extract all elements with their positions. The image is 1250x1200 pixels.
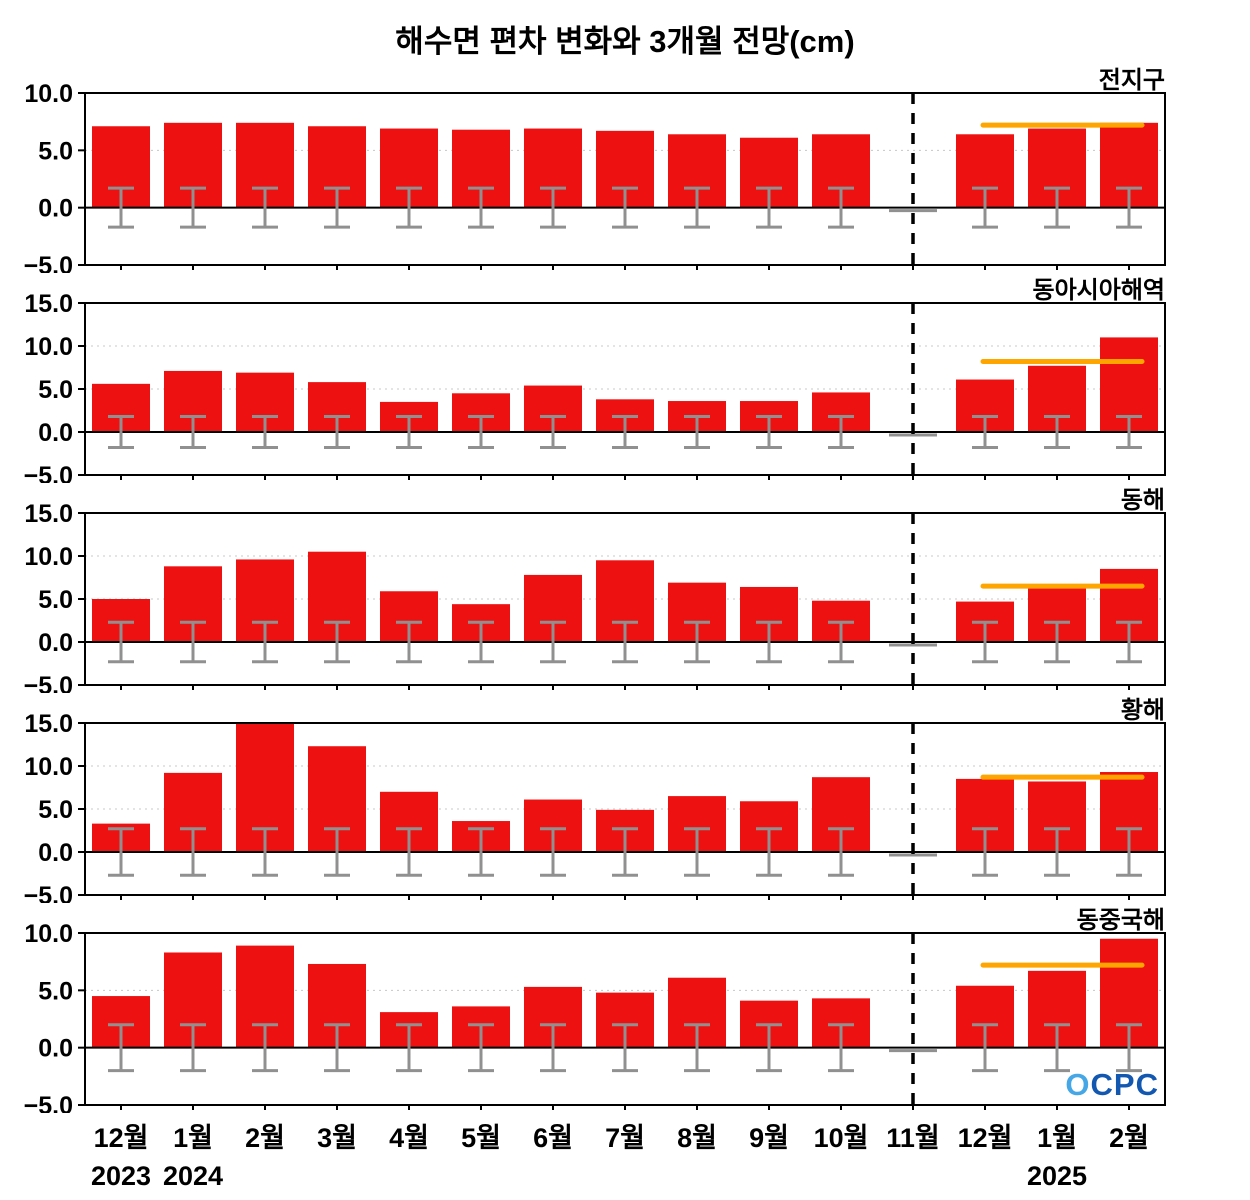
- month-label: 11월: [886, 1123, 939, 1153]
- y-tick-label: 15.0: [24, 710, 73, 738]
- panel-2: 동해 15.0 10.0 5.0 0.0 −5.0: [24, 487, 1166, 693]
- year-label: 2024: [163, 1161, 223, 1191]
- y-tick-label: −5.0: [24, 672, 73, 693]
- year-label: 2025: [1027, 1161, 1087, 1191]
- y-tick-label: −5.0: [24, 882, 73, 903]
- panel-label: 동중국해: [1077, 907, 1165, 934]
- y-tick-label: −5.0: [24, 252, 73, 273]
- y-tick-label: 0.0: [38, 195, 73, 223]
- month-label: 8월: [677, 1123, 717, 1153]
- y-tick-label: 5.0: [38, 376, 73, 404]
- ocpc-logo: OCPC: [1065, 1067, 1159, 1102]
- y-tick-label: 0.0: [38, 1035, 73, 1063]
- month-label: 4월: [389, 1123, 429, 1153]
- panel-label: 전지구: [1099, 67, 1165, 94]
- panel-3: 황해 15.0 10.0 5.0 0.0 −5.0: [24, 697, 1166, 903]
- y-tick-label: −5.0: [24, 462, 73, 483]
- month-label: 1월: [173, 1123, 213, 1153]
- month-label: 12월: [958, 1123, 1013, 1153]
- y-tick-label: 10.0: [24, 543, 73, 571]
- month-label: 2월: [245, 1123, 285, 1153]
- y-tick-label: 0.0: [38, 419, 73, 447]
- y-tick-label: 10.0: [24, 333, 73, 361]
- x-axis: 12월 1월 2월 3월 4월 5월 6월 7월 8월 9월 10월 11월 12월 1월 2월 2023 20…: [91, 1123, 1149, 1191]
- month-label: 6월: [533, 1123, 573, 1153]
- panel-label: 황해: [1121, 697, 1165, 724]
- y-tick-label: 5.0: [38, 137, 73, 165]
- month-label: 9월: [749, 1123, 789, 1153]
- panel-4: 동중국해 10.0 5.0 0.0 −5.0 OCPC: [24, 907, 1166, 1113]
- month-label: 12월: [94, 1123, 149, 1153]
- y-tick-label: 10.0: [24, 80, 73, 108]
- panel-1: 동아시아해역 15.0 10.0 5.0 0.0 −5.0: [24, 277, 1166, 483]
- month-label: 7월: [605, 1123, 645, 1153]
- month-label: 10월: [814, 1123, 869, 1153]
- month-label: 1월: [1037, 1123, 1077, 1153]
- month-label: 2월: [1109, 1123, 1149, 1153]
- y-tick-label: −5.0: [24, 1092, 73, 1113]
- y-tick-label: 10.0: [24, 920, 73, 948]
- panel-0: 전지구 10.0 5.0 0.0 −5.0: [24, 67, 1166, 273]
- month-label: 5월: [461, 1123, 501, 1153]
- chart-title: 해수면 편차 변화와 3개월 전망(cm): [395, 24, 855, 59]
- y-tick-label: 10.0: [24, 753, 73, 781]
- y-tick-label: 15.0: [24, 290, 73, 318]
- y-tick-label: 0.0: [38, 839, 73, 867]
- y-tick-label: 5.0: [38, 586, 73, 614]
- x-axis-labels: 12월 1월 2월 3월 4월 5월 6월 7월 8월 9월 10월 11월 12월 1월 2월 2023 20…: [0, 1117, 1250, 1197]
- y-tick-label: 0.0: [38, 629, 73, 657]
- chart-panels: 전지구 10.0 5.0 0.0 −5.0 동아시아해역 15.0 10.0 5.0 0.0 −5.…: [0, 67, 1250, 1113]
- panel-label: 동해: [1121, 487, 1165, 514]
- y-tick-label: 15.0: [24, 500, 73, 528]
- y-tick-label: 5.0: [38, 977, 73, 1005]
- month-label: 3월: [317, 1123, 357, 1153]
- y-tick-label: 5.0: [38, 796, 73, 824]
- year-label: 2023: [91, 1161, 151, 1191]
- panel-label: 동아시아해역: [1033, 277, 1165, 304]
